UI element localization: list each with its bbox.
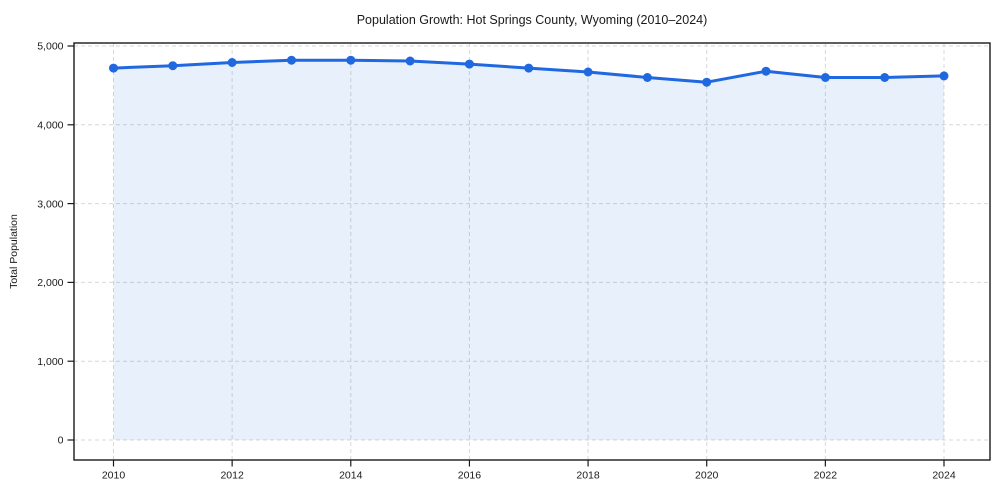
data-point-2017 — [524, 63, 534, 73]
data-point-2011 — [168, 61, 178, 71]
x-tick-label: 2022 — [814, 470, 838, 482]
grid-layer — [74, 43, 990, 460]
x-tick-label: 2016 — [458, 470, 482, 482]
x-tick-label: 2010 — [102, 470, 126, 482]
axis-layer: 2010 2012 2014 2016 2018 2020 2022 2024 0 1,000 2,… — [37, 41, 991, 482]
data-point-2020 — [702, 77, 712, 87]
data-point-2021 — [761, 66, 771, 76]
x-tick-label: 2012 — [220, 470, 244, 482]
y-axis-label: Total Population — [8, 214, 20, 289]
data-point-2016 — [464, 59, 474, 69]
data-point-2013 — [287, 55, 296, 65]
y-tick-label: 0 — [58, 435, 64, 447]
x-tick-label: 2014 — [339, 470, 363, 482]
x-tick-label: 2020 — [695, 470, 719, 482]
y-tick-label: 1,000 — [37, 356, 63, 368]
data-point-2010 — [109, 63, 118, 73]
y-tick-label: 3,000 — [37, 198, 63, 210]
data-point-2015 — [405, 56, 415, 66]
y-tick-label: 4,000 — [37, 120, 63, 132]
data-point-2022 — [820, 73, 830, 82]
x-tick-label: 2024 — [932, 470, 956, 482]
data-point-2014 — [346, 55, 356, 65]
data-point-2018 — [583, 67, 593, 77]
data-point-2023 — [880, 73, 890, 82]
chart-title: Population Growth: Hot Springs County, W… — [357, 13, 708, 27]
y-tick-label: 5,000 — [37, 41, 63, 53]
series-layer — [109, 55, 949, 440]
y-tick-label: 2,000 — [37, 277, 63, 289]
data-point-2019 — [642, 73, 652, 82]
x-tick-label: 2018 — [576, 470, 600, 482]
plot-border — [73, 42, 991, 461]
data-point-2012 — [227, 58, 237, 67]
data-point-2024 — [939, 71, 949, 81]
area-fill — [113, 60, 944, 440]
